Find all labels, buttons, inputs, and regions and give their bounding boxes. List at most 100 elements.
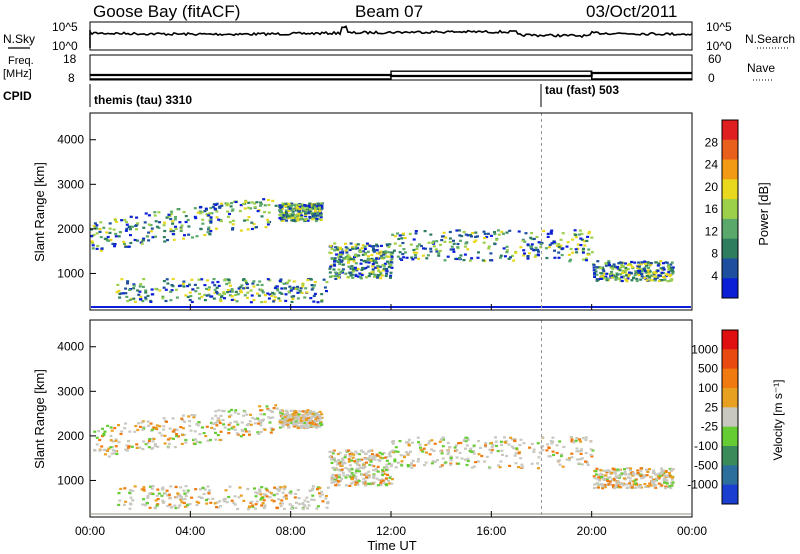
echo-cell [147, 214, 151, 217]
echo-cell [551, 436, 555, 439]
echo-cell [292, 208, 296, 212]
colorbar-swatch [722, 278, 738, 299]
echo-cell [160, 434, 164, 437]
echo-cell [466, 459, 470, 463]
echo-cell [366, 250, 370, 253]
echo-cell [620, 263, 624, 266]
echo-cell [363, 247, 367, 250]
echo-cell [267, 211, 271, 214]
echo-cell [532, 448, 536, 451]
echo-cell [173, 446, 177, 449]
echo-cell [257, 422, 261, 425]
echo-cell [272, 494, 276, 497]
echo-cell [192, 438, 195, 442]
echo-cell [318, 210, 322, 213]
echo-cell [354, 246, 358, 249]
echo-cell [240, 284, 244, 287]
echo-cell [162, 280, 166, 283]
echo-cell [583, 244, 587, 247]
echo-cell [385, 466, 389, 469]
echo-cell [287, 491, 291, 494]
echo-cell [417, 457, 420, 461]
echo-cell [339, 464, 343, 467]
echo-cell [95, 436, 99, 439]
echo-cell [154, 220, 158, 223]
echo-cell [666, 280, 670, 283]
echo-cell [386, 473, 389, 476]
echo-cell [141, 300, 145, 303]
echo-cell [267, 198, 270, 202]
echo-cell [448, 241, 452, 244]
nave-tick-high: 60 [708, 52, 722, 66]
echo-cell [284, 204, 288, 208]
echo-cell [207, 228, 211, 231]
echo-cell [325, 290, 328, 293]
echo-cell [659, 482, 663, 485]
echo-cell [476, 460, 480, 463]
echo-cell [595, 278, 599, 281]
echo-cell [411, 258, 415, 261]
echo-cell [583, 240, 587, 243]
echo-cell [353, 255, 356, 258]
echo-cell [257, 432, 261, 435]
echo-cell [203, 488, 207, 491]
echo-cell [574, 236, 578, 239]
echo-cell [385, 272, 389, 275]
echo-cell [432, 245, 436, 248]
echo-cell [158, 425, 162, 428]
echo-cell [464, 458, 467, 461]
echo-cell [654, 261, 658, 264]
echo-cell [291, 297, 295, 301]
echo-cell [190, 414, 194, 417]
echo-cell [207, 226, 211, 229]
echo-cell [309, 410, 312, 413]
echo-cell [214, 414, 218, 417]
echo-cell [373, 458, 377, 461]
colorbar-swatch [722, 139, 738, 161]
echo-cell [231, 227, 235, 230]
echo-cell [131, 225, 135, 228]
echo-cell [493, 242, 497, 245]
echo-cell [372, 247, 375, 250]
echo-cell [424, 247, 427, 250]
echo-cell [256, 210, 260, 213]
echo-cell [349, 482, 353, 485]
echo-cell [533, 255, 537, 258]
echo-cell [649, 262, 653, 265]
echo-cell [255, 500, 259, 503]
echo-cell [331, 452, 335, 455]
echo-cell [217, 409, 221, 412]
echo-cell [323, 286, 327, 289]
echo-cell [658, 472, 662, 475]
echo-cell [315, 416, 319, 419]
echo-cell [577, 450, 581, 453]
echo-cell [209, 295, 213, 298]
echo-cell [320, 413, 324, 416]
echo-cell [280, 412, 284, 416]
echo-cell [131, 499, 135, 502]
echo-cell [92, 233, 96, 237]
echo-cell [119, 432, 123, 436]
echo-cell [653, 483, 657, 486]
echo-cell [151, 236, 155, 239]
echo-cell [364, 452, 368, 455]
echo-cell [368, 482, 372, 485]
echo-cell [576, 243, 580, 246]
echo-cell [168, 503, 172, 506]
echo-cell [429, 233, 433, 236]
echo-cell [329, 244, 333, 247]
echo-cell [287, 290, 291, 293]
echo-cell [509, 436, 513, 439]
echo-cell [268, 293, 272, 296]
echo-cell [234, 290, 238, 293]
echo-cell [437, 254, 441, 257]
echo-cell [281, 202, 285, 205]
echo-cell [548, 455, 552, 458]
echo-cell [246, 286, 250, 289]
echo-cell [356, 267, 360, 271]
echo-cell [100, 445, 104, 448]
echo-cell [667, 271, 671, 274]
echo-cell [548, 243, 552, 246]
echo-cell [664, 485, 668, 488]
